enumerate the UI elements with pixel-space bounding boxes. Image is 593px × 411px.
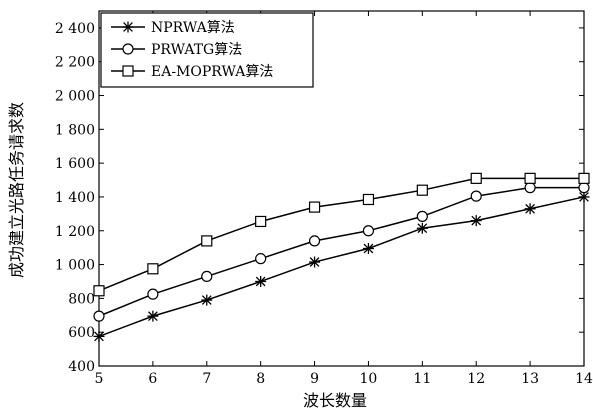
legend-box	[100, 12, 314, 88]
data-point-asterisk	[255, 275, 267, 287]
series-line-1	[98, 186, 584, 317]
legend-label: NPRWA算法	[151, 20, 235, 36]
x-tick-label: 6	[148, 371, 157, 387]
data-point-circle	[416, 210, 428, 222]
y-tick-label: 2 400	[55, 21, 95, 37]
data-point-circle	[93, 310, 105, 322]
legend-marker-circle	[122, 43, 134, 55]
y-tick-label: 1 600	[55, 156, 95, 172]
data-point-circle	[362, 225, 375, 237]
x-tick-label: 8	[256, 371, 265, 387]
data-point-asterisk	[578, 191, 590, 203]
legend-marker-square	[122, 65, 134, 77]
data-point-circle	[255, 253, 267, 265]
data-point-square	[362, 193, 375, 206]
data-point-asterisk	[524, 203, 536, 215]
y-axis-label: 成功建立光路任务请求数	[7, 102, 26, 278]
data-point-square	[255, 215, 267, 228]
x-axis-label: 波长数量	[303, 391, 367, 410]
data-point-asterisk	[201, 294, 213, 306]
data-point-square	[201, 235, 213, 247]
data-point-asterisk	[362, 243, 374, 255]
data-point-asterisk	[309, 256, 321, 268]
data-point-circle	[147, 288, 159, 300]
legend-marker-asterisk	[122, 21, 134, 33]
x-tick-label: 7	[202, 371, 211, 387]
x-tick-label: 12	[467, 371, 485, 387]
legend-label: EA-MOPRWA算法	[151, 64, 273, 80]
plot-area: 400 600 800 1 000 1 200 1 400 1 600 1 800 2 000 2…	[55, 10, 593, 387]
data-point-square	[524, 172, 536, 184]
x-tick-label: 5	[95, 371, 104, 387]
legend-label: PRWATG算法	[151, 42, 242, 58]
x-tick-label: 14	[575, 371, 593, 387]
x-tick-label: 11	[413, 371, 431, 387]
y-tick-label: 2 200	[55, 55, 95, 71]
data-point-asterisk	[416, 222, 428, 234]
data-point-square	[470, 172, 482, 184]
x-tick-label: 10	[360, 371, 378, 387]
data-point-asterisk	[470, 215, 482, 227]
y-tick-label: 600	[68, 325, 95, 341]
data-point-circle	[524, 182, 536, 194]
data-point-circle	[201, 270, 213, 283]
data-point-circle	[308, 235, 321, 247]
data-point-square	[578, 172, 590, 184]
series-line-2	[98, 177, 584, 292]
x-tick-label: 9	[310, 371, 319, 387]
data-point-circle	[470, 190, 482, 202]
legend: NPRWA算法 PRWATG算法 EA-MOPRWA算法	[100, 12, 314, 88]
data-point-asterisk	[147, 310, 159, 322]
data-point-asterisk	[93, 330, 105, 342]
series-line-0	[98, 196, 585, 338]
data-point-square	[308, 201, 321, 213]
y-tick-label: 400	[68, 359, 95, 375]
y-tick-label: 1 200	[55, 224, 95, 240]
data-point-square	[147, 263, 159, 275]
data-point-circle	[578, 182, 590, 194]
y-tick-label: 2 000	[55, 89, 95, 105]
x-tick-label: 13	[521, 371, 539, 387]
data-point-square	[93, 285, 105, 297]
y-tick-label: 1 400	[55, 190, 95, 206]
data-point-square	[416, 184, 428, 196]
y-tick-label: 1 000	[55, 258, 95, 274]
y-tick-label: 1 800	[55, 122, 95, 138]
y-tick-label: 800	[68, 291, 95, 307]
